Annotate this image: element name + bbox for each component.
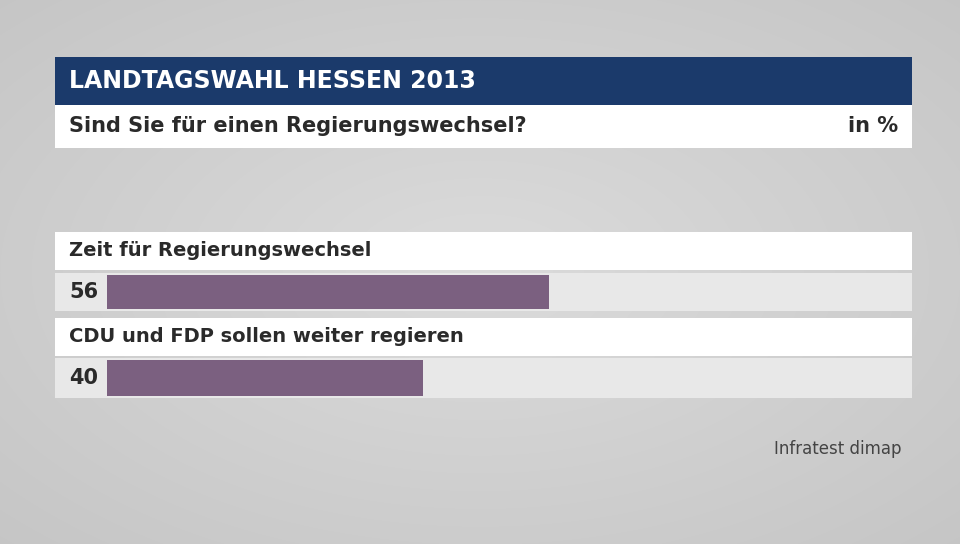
- Text: Infratest dimap: Infratest dimap: [775, 440, 902, 458]
- Bar: [55, 105, 912, 148]
- Text: Sind Sie für einen Regierungswechsel?: Sind Sie für einen Regierungswechsel?: [69, 116, 527, 137]
- Text: 40: 40: [69, 368, 98, 388]
- Text: CDU und FDP sollen weiter regieren: CDU und FDP sollen weiter regieren: [69, 327, 464, 347]
- Bar: [55, 358, 912, 398]
- Bar: [107, 275, 549, 309]
- Bar: [107, 360, 423, 396]
- Text: in %: in %: [848, 116, 898, 137]
- Text: Zeit für Regierungswechsel: Zeit für Regierungswechsel: [69, 242, 372, 261]
- Text: 56: 56: [69, 282, 98, 302]
- Bar: [55, 318, 912, 356]
- Bar: [55, 232, 912, 270]
- Text: LANDTAGSWAHL HESSEN 2013: LANDTAGSWAHL HESSEN 2013: [69, 69, 476, 93]
- Bar: [55, 57, 912, 105]
- Bar: [55, 273, 912, 311]
